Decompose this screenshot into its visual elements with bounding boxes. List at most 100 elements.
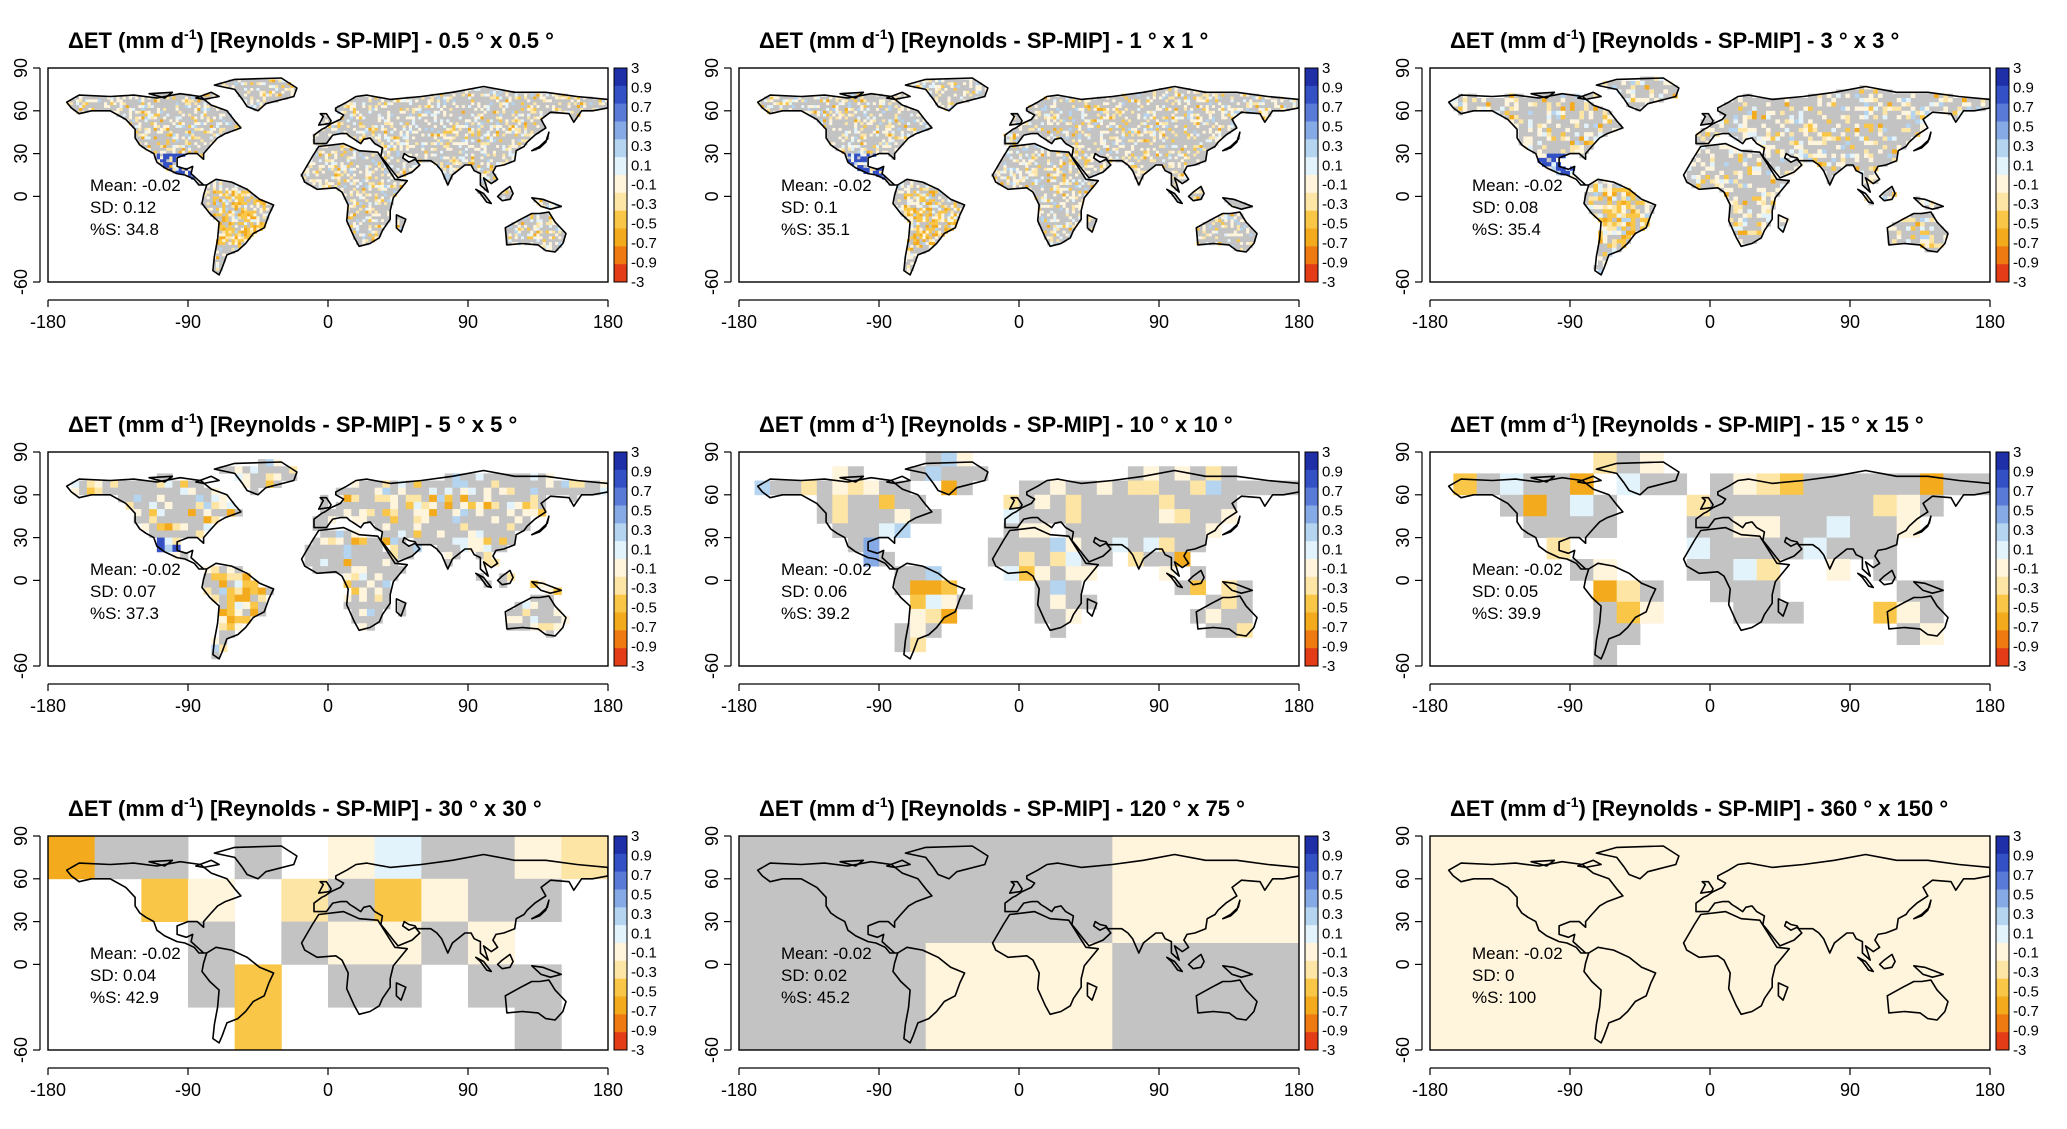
grid-cell — [110, 96, 114, 100]
grid-cell — [415, 99, 419, 103]
grid-cell — [807, 110, 811, 115]
grid-cell — [359, 139, 363, 143]
grid-cell — [216, 193, 220, 197]
grid-cell — [219, 204, 223, 209]
grid-cell — [511, 110, 516, 115]
grid-cell — [872, 142, 877, 146]
grid-cell — [318, 147, 323, 152]
grid-cell — [343, 119, 348, 123]
grid-cell — [882, 96, 886, 100]
grid-cell — [580, 102, 584, 106]
grid-cell — [483, 136, 488, 140]
grid-cell — [138, 96, 142, 100]
grid-cell — [237, 199, 242, 203]
grid-cell — [517, 96, 522, 100]
grid-cell — [773, 99, 777, 103]
grid-cell — [380, 196, 385, 200]
grid-cell — [244, 85, 248, 89]
grid-cell — [262, 90, 267, 95]
grid-cell — [446, 156, 450, 160]
grid-cell — [315, 133, 320, 137]
grid-cell — [128, 105, 133, 109]
grid-cell — [763, 102, 768, 106]
grid-cell — [331, 162, 335, 166]
grid-cell — [318, 184, 323, 189]
grid-cell — [365, 159, 369, 163]
grid-cell — [486, 102, 491, 106]
grid-cell — [452, 150, 456, 154]
grid-cell — [897, 119, 902, 123]
grid-cell — [181, 130, 186, 135]
grid-cell — [390, 136, 394, 140]
grid-cell — [315, 176, 320, 180]
grid-cell — [356, 216, 360, 220]
grid-cell — [891, 119, 895, 123]
grid-cell — [860, 99, 864, 103]
grid-cell — [471, 159, 475, 163]
grid-cell — [468, 145, 472, 149]
grid-cell — [919, 116, 923, 120]
grid-cell — [903, 136, 908, 140]
grid-cell — [480, 122, 484, 126]
grid-cell — [903, 204, 908, 209]
grid-cell — [900, 125, 905, 129]
grid-cell — [349, 170, 354, 174]
grid-cell — [141, 116, 145, 120]
grid-cell — [250, 99, 254, 103]
grid-cell — [212, 199, 217, 203]
grid-cell — [113, 110, 117, 115]
grid-cell — [857, 156, 861, 160]
grid-cell — [595, 102, 600, 106]
grid-cell — [374, 184, 379, 189]
grid-cell — [216, 113, 220, 117]
grid-cell — [219, 242, 223, 246]
grid-cell — [138, 127, 142, 132]
grid-cell — [396, 127, 400, 132]
grid-cell — [935, 193, 939, 197]
grid-cell — [104, 107, 108, 112]
grid-cell — [935, 233, 939, 237]
grid-cell — [184, 102, 189, 106]
grid-cell — [346, 127, 351, 132]
grid-cell — [502, 162, 506, 166]
grid-cell — [931, 199, 936, 203]
grid-cell — [502, 196, 506, 200]
grid-cell — [156, 127, 161, 132]
grid-cell — [502, 110, 506, 115]
grid-cell — [857, 125, 861, 129]
grid-cell — [200, 116, 204, 120]
grid-cell — [496, 99, 500, 103]
grid-cell — [206, 139, 211, 143]
grid-cell — [163, 159, 167, 163]
grid-cell — [188, 150, 192, 154]
coastline — [148, 91, 174, 99]
grid-cell — [231, 193, 236, 197]
grid-cell — [368, 107, 372, 112]
grid-cell — [545, 219, 550, 223]
grid-cell — [306, 173, 310, 177]
grid-cell — [919, 224, 923, 229]
stat-mean: Mean: -0.02 — [90, 176, 181, 195]
grid-cell — [216, 110, 220, 115]
grid-cell — [178, 102, 183, 106]
grid-cell — [387, 156, 391, 160]
grid-cell — [897, 130, 902, 135]
grid-cell — [153, 130, 158, 135]
grid-cell — [228, 230, 232, 234]
grid-cell — [200, 130, 204, 135]
grid-cell — [785, 99, 790, 103]
grid-cell — [390, 116, 394, 120]
grid-cell — [402, 119, 407, 123]
grid-cell — [455, 102, 460, 106]
grid-cell — [384, 179, 388, 183]
grid-cell — [147, 107, 152, 112]
grid-cell — [869, 130, 874, 135]
grid-cell — [356, 165, 360, 169]
grid-cell — [492, 93, 497, 97]
grid-cell — [349, 219, 354, 223]
grid-cell — [374, 216, 379, 220]
grid-cell — [910, 202, 914, 206]
grid-cell — [832, 107, 836, 112]
grid-cell — [916, 190, 920, 194]
grid-cell — [804, 107, 808, 112]
